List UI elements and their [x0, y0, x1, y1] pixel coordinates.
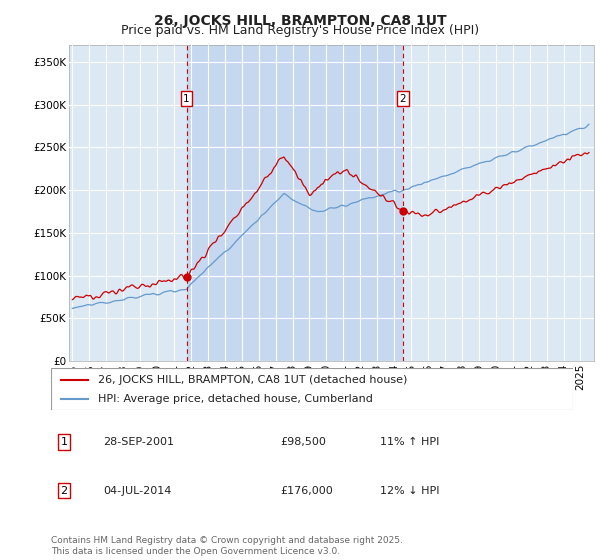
Text: £176,000: £176,000 [281, 486, 334, 496]
Text: 26, JOCKS HILL, BRAMPTON, CA8 1UT: 26, JOCKS HILL, BRAMPTON, CA8 1UT [154, 14, 446, 28]
Text: 26, JOCKS HILL, BRAMPTON, CA8 1UT (detached house): 26, JOCKS HILL, BRAMPTON, CA8 1UT (detac… [98, 375, 407, 385]
FancyBboxPatch shape [51, 368, 573, 410]
Text: Price paid vs. HM Land Registry's House Price Index (HPI): Price paid vs. HM Land Registry's House … [121, 24, 479, 37]
Text: 1: 1 [183, 94, 190, 104]
Text: 2: 2 [400, 94, 406, 104]
Text: £98,500: £98,500 [281, 437, 326, 447]
Text: 04-JUL-2014: 04-JUL-2014 [103, 486, 172, 496]
Text: Contains HM Land Registry data © Crown copyright and database right 2025.
This d: Contains HM Land Registry data © Crown c… [51, 536, 403, 556]
Bar [187, 45, 403, 361]
Text: HPI: Average price, detached house, Cumberland: HPI: Average price, detached house, Cumb… [98, 394, 373, 404]
Text: 28-SEP-2001: 28-SEP-2001 [103, 437, 174, 447]
Text: 2: 2 [61, 486, 68, 496]
Text: 11% ↑ HPI: 11% ↑ HPI [380, 437, 439, 447]
Text: 12% ↓ HPI: 12% ↓ HPI [380, 486, 439, 496]
Text: 1: 1 [61, 437, 68, 447]
